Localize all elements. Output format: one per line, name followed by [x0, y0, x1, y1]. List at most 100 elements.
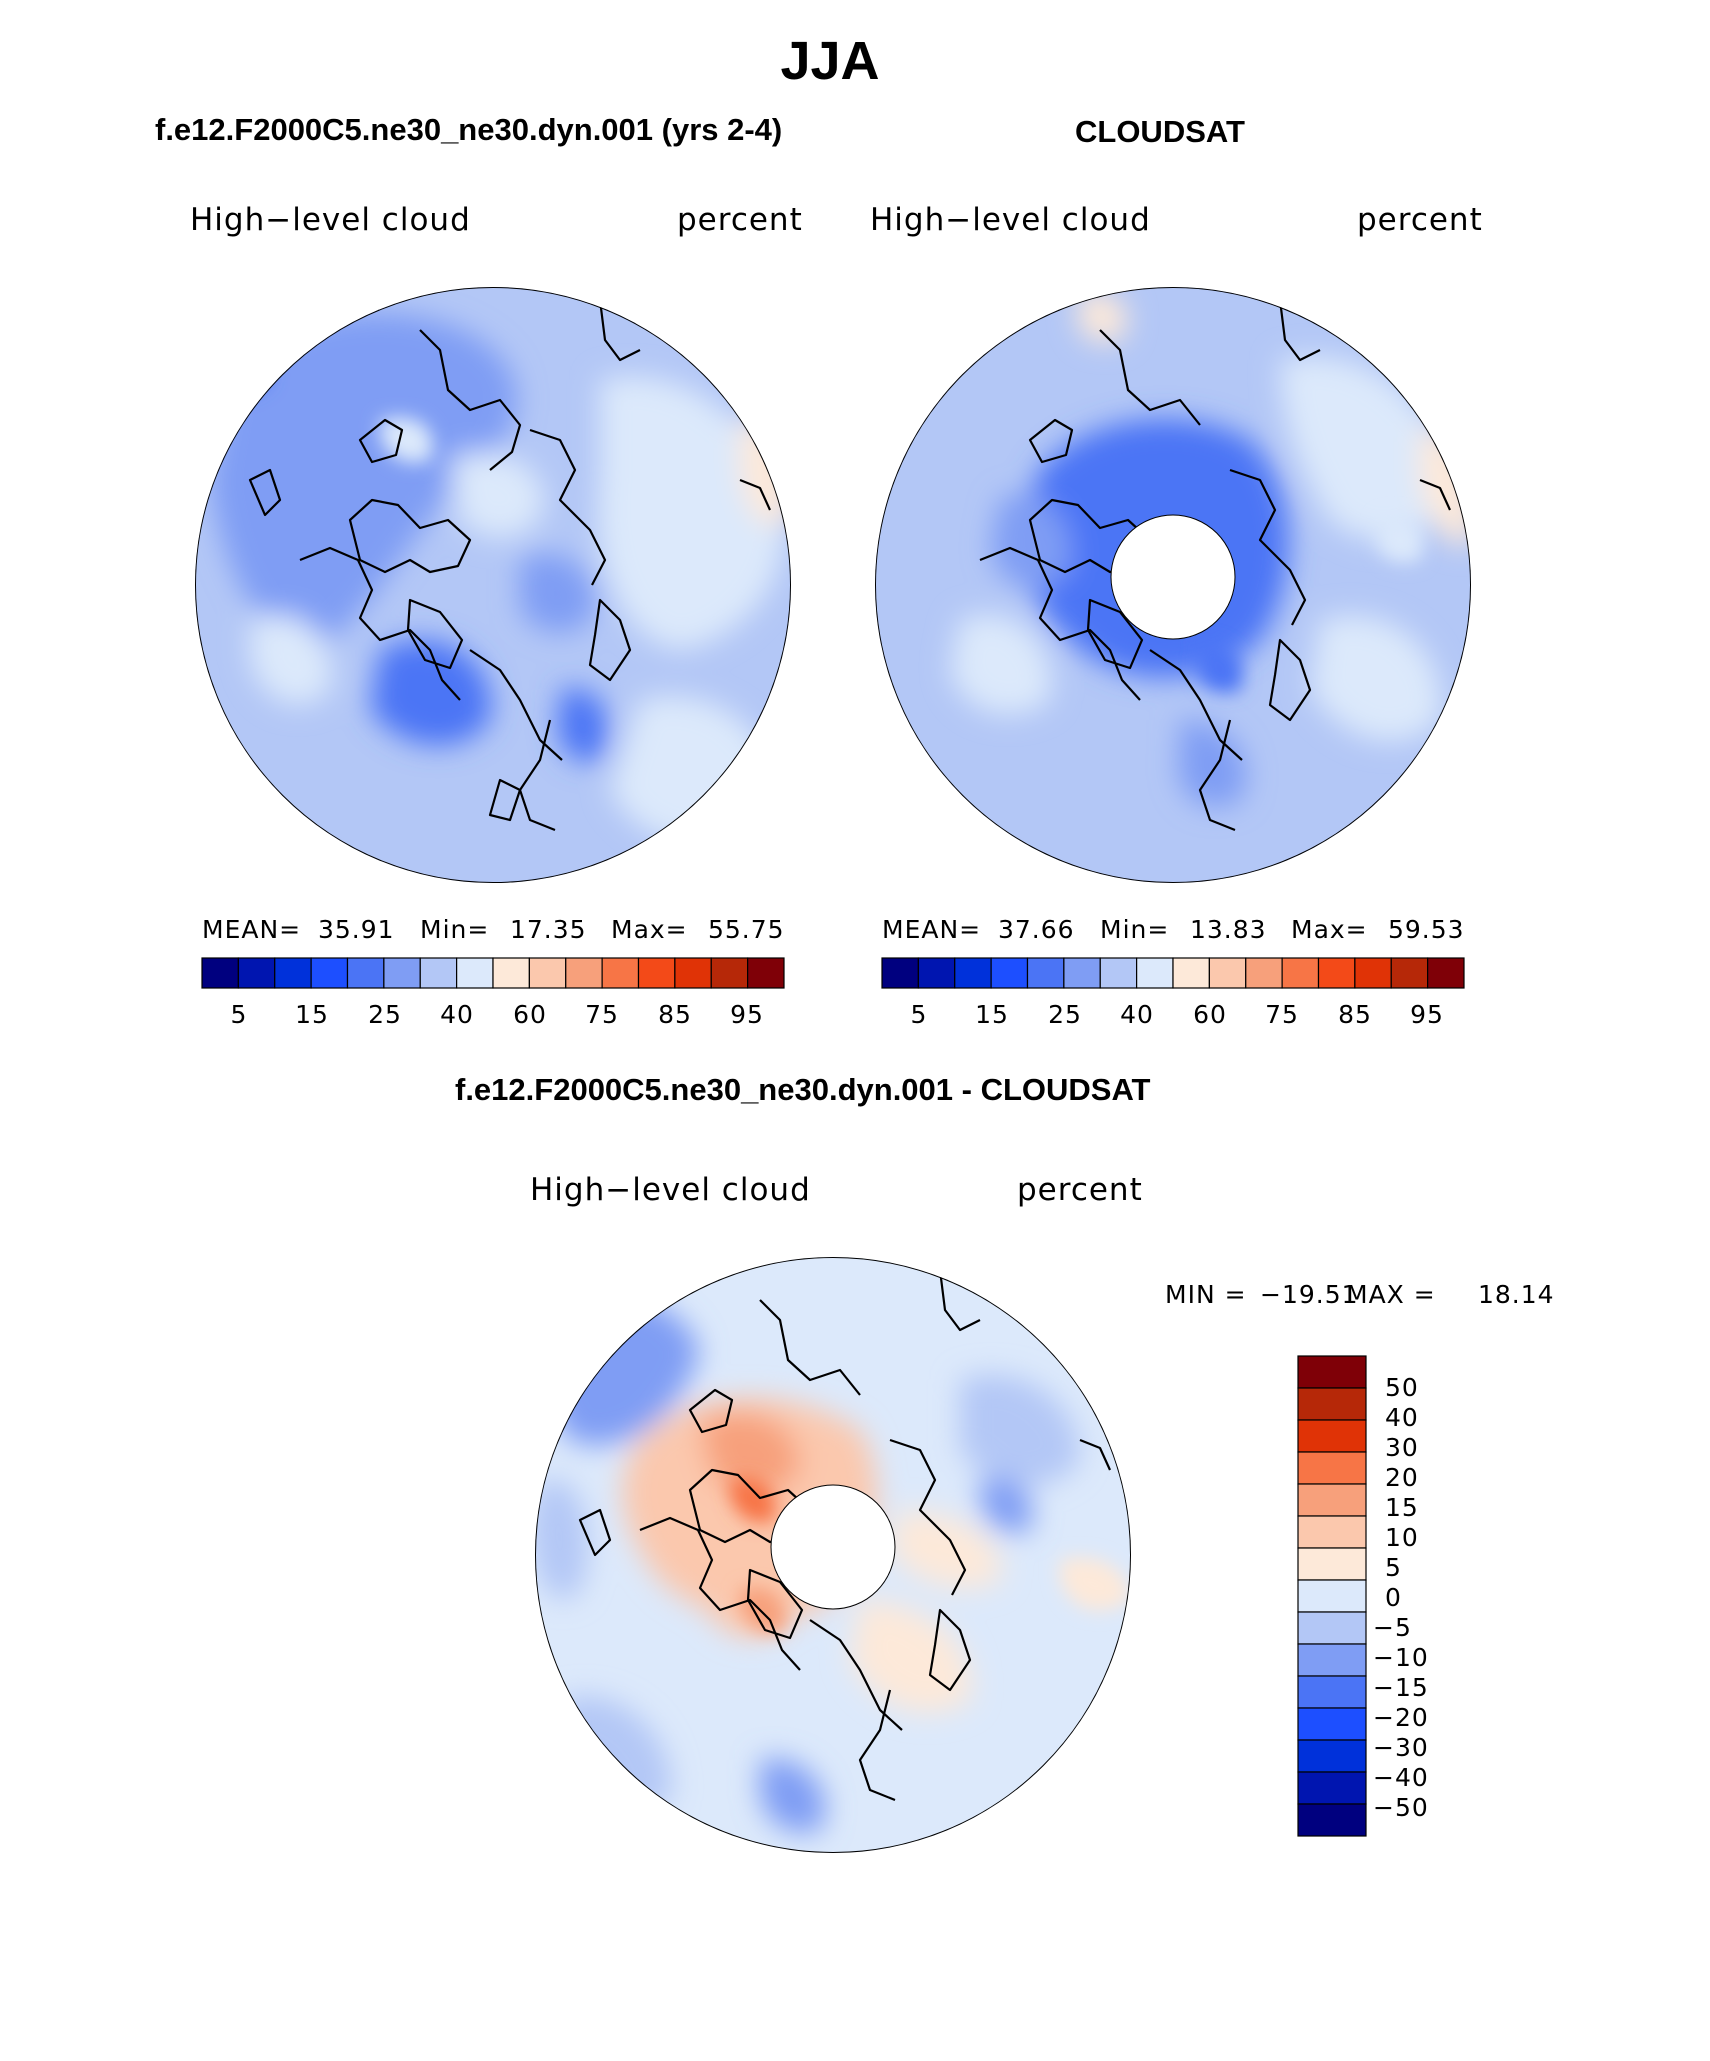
map-panel2 — [875, 287, 1471, 883]
colorbar-swatch — [747, 957, 785, 989]
colorbar-swatch — [1297, 1355, 1367, 1389]
colorbar-swatch — [1297, 1611, 1367, 1645]
colorbar-swatch — [274, 957, 312, 989]
colorbar-swatch — [419, 957, 458, 989]
colorbar-swatch — [990, 957, 1029, 989]
panel2-min-label: Min= — [1100, 915, 1170, 944]
colorbar-swatch — [1297, 1643, 1367, 1677]
cbar2-tick: 15 — [975, 1000, 1009, 1029]
colorbar-swatch — [492, 957, 530, 989]
colorbar-swatch — [674, 957, 712, 989]
cbar2-tick: 40 — [1120, 1000, 1154, 1029]
cbar1-tick: 15 — [295, 1000, 329, 1029]
colorbar-swatch — [1026, 957, 1065, 989]
panel1-min-value: 17.35 — [510, 915, 587, 944]
colorbar-swatch — [954, 957, 992, 989]
diff-units-label: percent — [1017, 1172, 1143, 1208]
colorbar-swatch — [1245, 957, 1283, 989]
cbar1-tick: 75 — [585, 1000, 619, 1029]
colorbar-swatch — [1297, 1419, 1367, 1453]
panel1-units-label: percent — [677, 202, 803, 238]
colorbar-swatch — [1281, 957, 1320, 989]
colorbar-swatch — [881, 957, 919, 989]
colorbar-swatch — [528, 957, 567, 989]
colorbar-swatch — [601, 957, 640, 989]
colorbar-swatch — [1297, 1803, 1367, 1837]
colorbar-swatch — [383, 957, 421, 989]
map-diff — [535, 1257, 1131, 1853]
colorbar-swatch — [1297, 1515, 1367, 1549]
diff-cbar-level: −15 — [1373, 1673, 1429, 1702]
panel2-title: CLOUDSAT — [1075, 114, 1245, 149]
cbar2-tick: 95 — [1410, 1000, 1444, 1029]
cbar1-tick: 60 — [513, 1000, 547, 1029]
colorbar-swatch — [1354, 957, 1392, 989]
colorbar-swatch — [237, 957, 276, 989]
diff-cbar-level: −5 — [1373, 1613, 1412, 1642]
diff-cbar-level: −20 — [1373, 1703, 1429, 1732]
colorbar-swatch — [1297, 1675, 1367, 1709]
diff-max-value: 18.14 — [1478, 1280, 1555, 1309]
colorbar-swatch — [710, 957, 749, 989]
diff-cbar-level: 5 — [1385, 1553, 1402, 1582]
colorbar-diff — [1297, 1355, 1367, 1837]
colorbar-swatch — [1297, 1483, 1367, 1517]
diff-cbar-level: 20 — [1385, 1463, 1419, 1492]
colorbar-swatch — [1063, 957, 1101, 989]
panel2-units-label: percent — [1357, 202, 1483, 238]
colorbar-swatch — [1297, 1739, 1367, 1773]
map-panel1 — [195, 287, 791, 883]
panel1-mean-value: 35.91 — [318, 915, 395, 944]
colorbar-swatch — [201, 957, 239, 989]
diff-cbar-level: −50 — [1373, 1793, 1429, 1822]
panel2-max-value: 59.53 — [1388, 915, 1465, 944]
panel1-max-value: 55.75 — [708, 915, 785, 944]
colorbar-swatch — [637, 957, 676, 989]
colorbar-swatch — [1297, 1547, 1367, 1581]
colorbar-swatch — [1297, 1771, 1367, 1805]
colorbar-swatch — [917, 957, 956, 989]
diff-panel-title: f.e12.F2000C5.ne30_ne30.dyn.001 - CLOUDS… — [455, 1072, 1151, 1107]
panel1-title: f.e12.F2000C5.ne30_ne30.dyn.001 (yrs 2-4… — [155, 112, 783, 147]
colorbar-swatch — [1172, 957, 1210, 989]
panel1-variable-label: High−level cloud — [190, 202, 471, 238]
colorbar-swatch — [310, 957, 349, 989]
colorbar-swatch — [1317, 957, 1356, 989]
colorbar-swatch — [1136, 957, 1174, 989]
panel1-min-label: Min= — [420, 915, 490, 944]
panel2-mean-label: MEAN= — [882, 915, 982, 944]
colorbar-swatch — [1390, 957, 1429, 989]
colorbar-swatch — [1297, 1707, 1367, 1741]
cbar1-tick: 5 — [230, 1000, 248, 1029]
panel2-max-label: Max= — [1291, 915, 1368, 944]
colorbar-swatch — [1297, 1387, 1367, 1421]
diff-cbar-level: 10 — [1385, 1523, 1419, 1552]
diff-cbar-level: 40 — [1385, 1403, 1419, 1432]
diff-cbar-level: 50 — [1385, 1373, 1419, 1402]
panel1-max-label: Max= — [611, 915, 688, 944]
colorbar-swatch — [1297, 1451, 1367, 1485]
cbar1-tick: 25 — [368, 1000, 402, 1029]
diff-cbar-level: 30 — [1385, 1433, 1419, 1462]
figure-title: JJA — [780, 31, 880, 91]
colorbar-swatch — [346, 957, 385, 989]
cbar2-tick: 60 — [1193, 1000, 1227, 1029]
diff-cbar-level: −10 — [1373, 1643, 1429, 1672]
cbar2-tick: 75 — [1265, 1000, 1299, 1029]
cbar2-tick: 85 — [1338, 1000, 1372, 1029]
panel2-mean-value: 37.66 — [998, 915, 1075, 944]
cbar1-tick: 85 — [658, 1000, 692, 1029]
colorbar-swatch — [456, 957, 494, 989]
diff-cbar-level: −30 — [1373, 1733, 1429, 1762]
diff-cbar-level: 15 — [1385, 1493, 1419, 1522]
colorbar-panel1 — [201, 957, 785, 989]
diff-min-value: −19.51 — [1260, 1280, 1359, 1309]
panel2-min-value: 13.83 — [1190, 915, 1267, 944]
cbar1-tick: 95 — [730, 1000, 764, 1029]
cbar2-tick: 5 — [910, 1000, 928, 1029]
cbar2-tick: 25 — [1048, 1000, 1082, 1029]
diff-variable-label: High−level cloud — [530, 1172, 811, 1208]
colorbar-swatch — [1297, 1579, 1367, 1613]
panel2-variable-label: High−level cloud — [870, 202, 1151, 238]
